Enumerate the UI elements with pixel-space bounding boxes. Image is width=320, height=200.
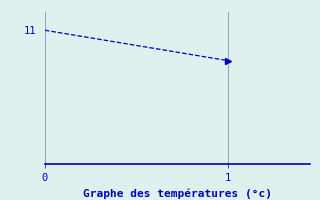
X-axis label: Graphe des températures (°c): Graphe des températures (°c) — [83, 189, 272, 199]
